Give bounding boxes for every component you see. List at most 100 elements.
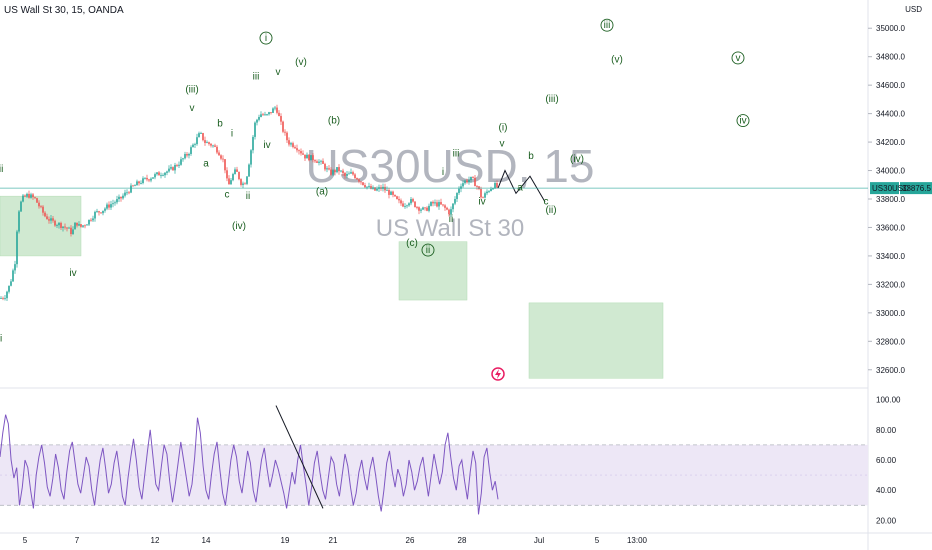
candle-body xyxy=(424,207,426,209)
candle-body xyxy=(390,191,392,195)
candle-body xyxy=(104,208,106,211)
candle-body xyxy=(272,108,274,113)
candle-body xyxy=(446,207,448,210)
candle-body xyxy=(26,193,28,197)
candle-body xyxy=(426,207,428,211)
candle-body xyxy=(494,183,496,189)
price-badge: US30USD 33876.5 xyxy=(870,182,932,195)
candle-body xyxy=(60,222,62,228)
wave-label: v xyxy=(736,53,741,64)
candle-body xyxy=(162,175,164,177)
candle-body xyxy=(478,186,480,190)
candle-body xyxy=(276,107,278,113)
flash-icon[interactable] xyxy=(491,367,505,381)
time-tick-label: 14 xyxy=(202,536,211,545)
candle-body xyxy=(252,136,254,151)
candle-body xyxy=(198,133,200,138)
candle-body xyxy=(310,155,312,161)
candle-body xyxy=(166,171,168,173)
candle-body xyxy=(232,174,234,181)
candle-body xyxy=(196,137,198,145)
candle-body xyxy=(72,229,74,235)
rsi-tick-label: 40.00 xyxy=(876,486,897,495)
candle-body xyxy=(336,167,338,173)
price-tick-label: 33400.0 xyxy=(876,252,905,261)
price-badge-value: 33876.5 xyxy=(902,184,931,193)
candle-body xyxy=(432,201,434,204)
candle-body xyxy=(294,147,296,149)
candle-body xyxy=(148,179,150,181)
wave-label: ii xyxy=(0,333,2,344)
candle-body xyxy=(6,291,8,299)
candle-body xyxy=(480,189,482,198)
candle-body xyxy=(218,152,220,156)
candle-body xyxy=(302,153,304,155)
candle-body xyxy=(44,212,46,217)
candle-body xyxy=(210,143,212,146)
candle-body xyxy=(264,114,266,116)
time-tick-label: 28 xyxy=(458,536,467,545)
candle-body xyxy=(266,114,268,116)
candle-body xyxy=(304,154,306,159)
candle-body xyxy=(430,201,432,206)
candle-body xyxy=(486,191,488,194)
candle-body xyxy=(234,169,236,175)
candle-body xyxy=(134,185,136,187)
projection-path xyxy=(497,169,546,203)
price-tick-label: 32800.0 xyxy=(876,337,905,346)
candle-body xyxy=(202,133,204,141)
wave-label: (b) xyxy=(328,116,340,127)
price-tick-label: 32600.0 xyxy=(876,366,905,375)
candle-body xyxy=(14,264,16,271)
candle-body xyxy=(36,198,38,203)
candle-body xyxy=(470,176,472,180)
candle-body xyxy=(370,186,372,189)
candle-body xyxy=(216,146,218,153)
candle-body xyxy=(204,140,206,143)
candle-body xyxy=(120,196,122,199)
candle-body xyxy=(238,171,240,180)
candle-body xyxy=(136,181,138,186)
candle-body xyxy=(10,281,12,286)
candle-body xyxy=(80,224,82,227)
candle-body xyxy=(482,197,484,199)
price-tick-label: 35000.0 xyxy=(876,24,905,33)
candle-body xyxy=(346,173,348,176)
candle-body xyxy=(274,107,276,109)
candle-body xyxy=(158,172,160,176)
candle-body xyxy=(68,227,70,229)
time-tick-label: 13:00 xyxy=(627,536,648,545)
candle-body xyxy=(394,194,396,197)
candle-body xyxy=(462,183,464,187)
candle-body xyxy=(342,170,344,174)
candle-body xyxy=(174,164,176,171)
price-tick-label: 34400.0 xyxy=(876,110,905,119)
candle-body xyxy=(32,194,34,198)
candle-body xyxy=(28,193,30,198)
candle-body xyxy=(190,147,192,154)
candle-body xyxy=(374,187,376,191)
candle-body xyxy=(106,204,108,209)
time-tick-label: Jul xyxy=(534,536,544,545)
candle-body xyxy=(244,183,246,185)
wave-circle xyxy=(421,243,435,257)
candle-body xyxy=(292,143,294,148)
candle-body xyxy=(352,172,354,175)
wave-label: (iv) xyxy=(570,154,584,165)
time-tick-label: 5 xyxy=(23,536,28,545)
candle-body xyxy=(4,298,6,299)
candle-body xyxy=(12,270,14,282)
candle-body xyxy=(398,199,400,201)
candle-body xyxy=(368,186,370,187)
candle-body xyxy=(116,199,118,203)
candle-body xyxy=(220,155,222,159)
watermark-ticker: US30USD, 15 xyxy=(306,140,595,192)
candle-body xyxy=(258,116,260,120)
zone-layer xyxy=(0,195,664,379)
candle-body xyxy=(180,159,182,165)
wave-label: c xyxy=(225,190,230,201)
candle-body xyxy=(256,119,258,123)
candle-body xyxy=(284,131,286,133)
price-tick-label: 34000.0 xyxy=(876,167,905,176)
price-badge-ticker: US30USD xyxy=(872,184,909,193)
